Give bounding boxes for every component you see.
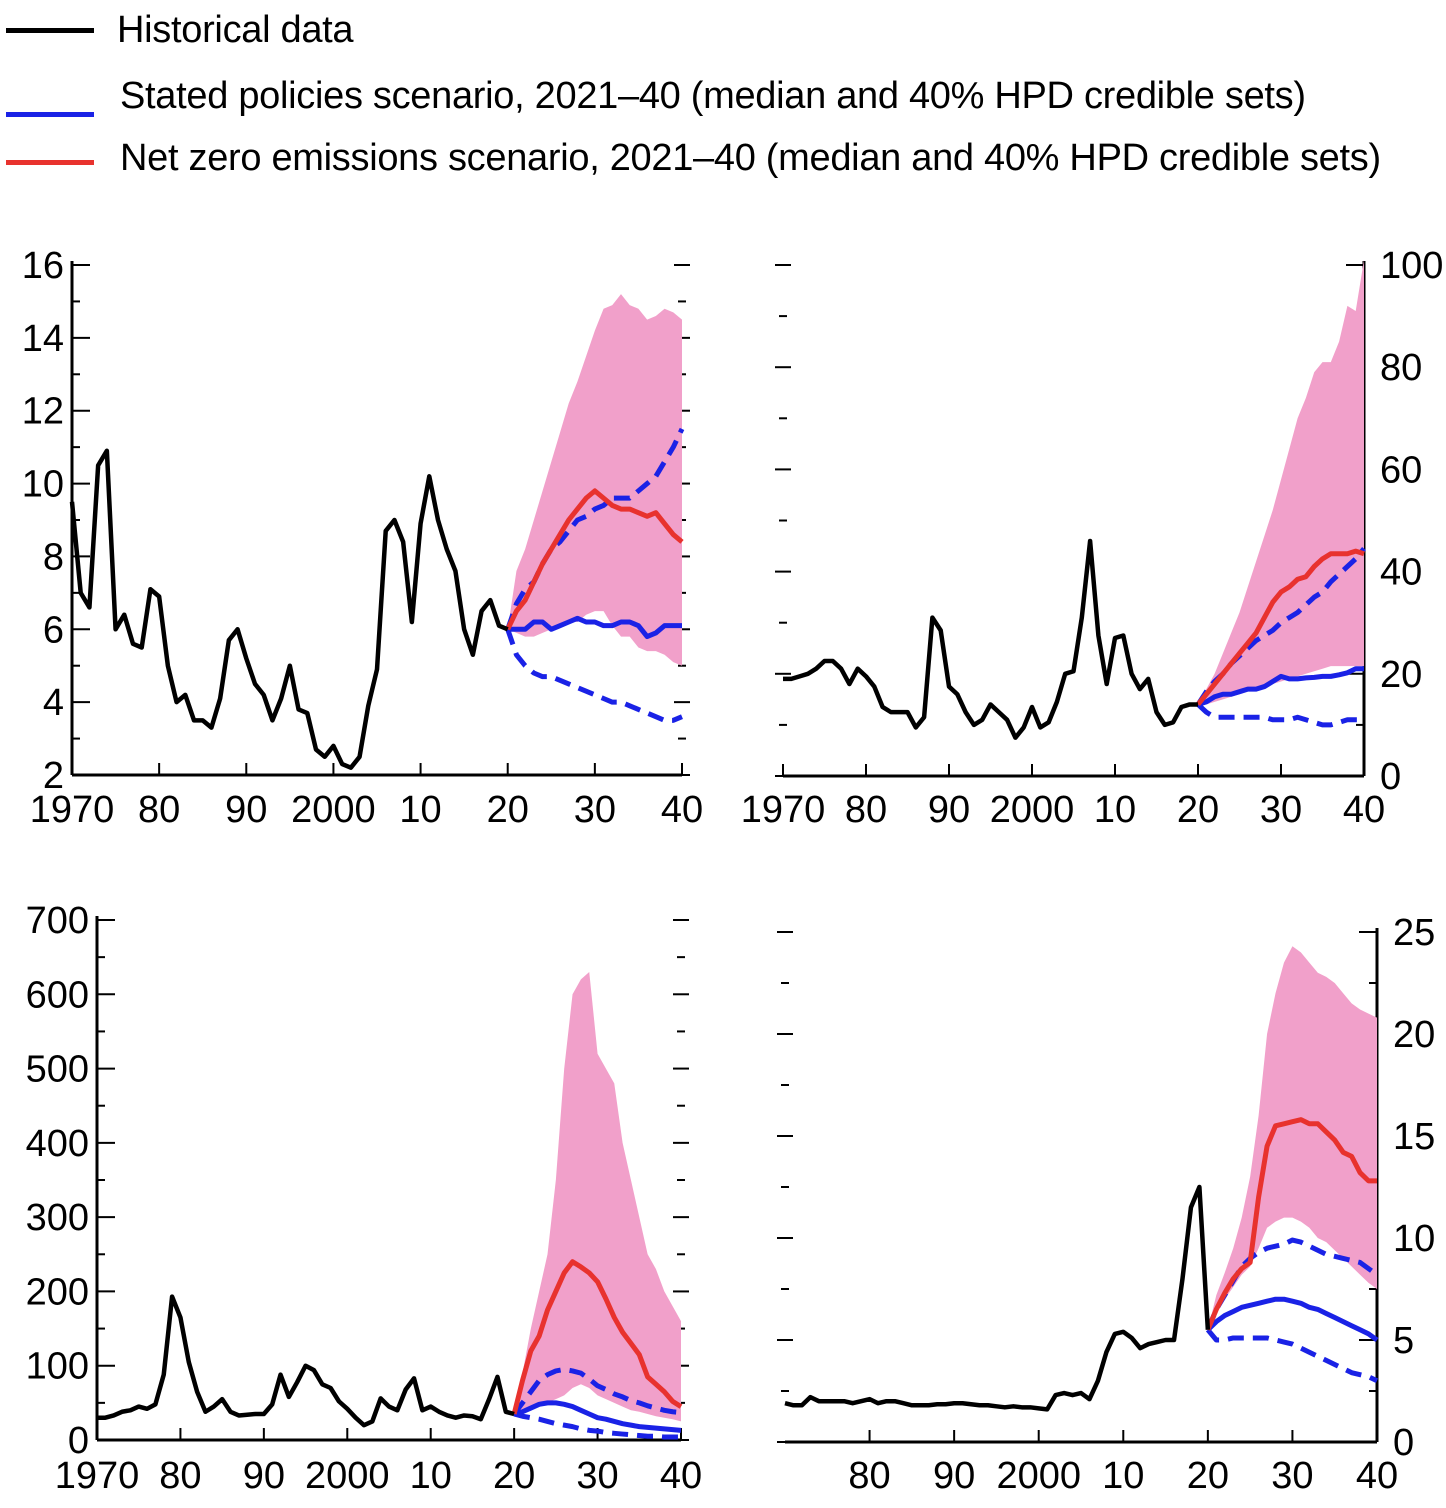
historical-line bbox=[97, 1294, 515, 1428]
stated-median-line bbox=[507, 615, 682, 640]
legend-swatch-historical bbox=[6, 28, 94, 33]
y-tick-label: 10 bbox=[22, 464, 64, 506]
y-tick-label: 6 bbox=[43, 609, 64, 651]
stated-lower-line bbox=[513, 1411, 681, 1440]
y-tick-label: 600 bbox=[26, 974, 89, 1016]
x-tick-label: 10 bbox=[1102, 1455, 1144, 1497]
x-tick-label: 20 bbox=[1177, 789, 1219, 831]
y-tick-label: 12 bbox=[22, 391, 64, 433]
x-tick-label: 20 bbox=[493, 1455, 535, 1497]
y-tick-label: 100 bbox=[26, 1346, 89, 1388]
legend-label-stated: Stated policies scenario, 2021–40 (media… bbox=[120, 75, 1306, 117]
stated-median-line bbox=[1197, 666, 1364, 707]
netzero-band bbox=[1207, 946, 1377, 1330]
x-tick-label: 90 bbox=[243, 1455, 285, 1497]
y-tick-label: 400 bbox=[26, 1123, 89, 1165]
panel-bottom-left: 0 100 200 300 400 500 600 700 1970 80 90 2000 10 20 30… bbox=[26, 900, 703, 1497]
legend-label-historical: Historical data bbox=[117, 9, 354, 51]
y-tick-label: 60 bbox=[1380, 449, 1422, 491]
stated-lower-line bbox=[1205, 1328, 1379, 1384]
y-tick-label: 14 bbox=[22, 318, 64, 360]
x-tick-label: 40 bbox=[660, 1455, 702, 1497]
y-tick-label: 100 bbox=[1380, 245, 1443, 287]
x-tick-label: 80 bbox=[845, 789, 887, 831]
y-tick-label: 4 bbox=[43, 682, 64, 724]
y-tick-label: 16 bbox=[22, 245, 64, 287]
x-tick-label: 80 bbox=[138, 789, 180, 831]
x-tick-label: 30 bbox=[1260, 789, 1302, 831]
x-tick-label: 30 bbox=[1271, 1455, 1313, 1497]
x-tick-label: 10 bbox=[1094, 789, 1136, 831]
x-tick-label: 1970 bbox=[30, 789, 115, 831]
stated-lower-line bbox=[1196, 702, 1364, 728]
y-tick-label: 10 bbox=[1393, 1218, 1435, 1260]
y-tick-label: 20 bbox=[1380, 654, 1422, 696]
y-tick-label: 20 bbox=[1393, 1014, 1435, 1056]
x-tick-label: 20 bbox=[487, 789, 529, 831]
y-tick-label: 25 bbox=[1393, 912, 1435, 954]
y-tick-label: 200 bbox=[26, 1271, 89, 1313]
panel-bottom-right: 0 5 10 15 20 25 80 90 2000 10 20 30 40 bbox=[777, 912, 1435, 1497]
x-tick-label: 2000 bbox=[305, 1455, 390, 1497]
stated-upper-line bbox=[1195, 547, 1366, 706]
x-tick-label: 40 bbox=[1343, 789, 1385, 831]
historical-line bbox=[783, 538, 1198, 740]
y-tick-label: 2 bbox=[43, 755, 64, 797]
y-tick-label: 80 bbox=[1380, 347, 1422, 389]
legend-swatch-netzero bbox=[6, 160, 94, 165]
y-tick-label: 500 bbox=[26, 1049, 89, 1091]
stated-upper-line bbox=[512, 1366, 682, 1416]
panel-top-left: 2 4 6 8 10 12 14 16 1970 80 90 2000 10 20 30 40 bbox=[22, 245, 703, 831]
y-tick-label: 300 bbox=[26, 1197, 89, 1239]
y-tick-label: 0 bbox=[1393, 1422, 1414, 1464]
x-tick-label: 2000 bbox=[990, 789, 1075, 831]
legend-swatch-stated bbox=[6, 112, 94, 117]
y-tick-label: 5 bbox=[1393, 1320, 1414, 1362]
netzero-band bbox=[514, 972, 681, 1422]
netzero-median-line bbox=[505, 488, 684, 631]
legend-label-netzero: Net zero emissions scenario, 2021–40 (me… bbox=[120, 137, 1381, 179]
x-tick-label: 10 bbox=[410, 1455, 452, 1497]
legend: Historical data Stated policies scenario… bbox=[0, 0, 1446, 190]
historical-line bbox=[69, 448, 509, 770]
y-tick-label: 700 bbox=[26, 900, 89, 942]
netzero-median-line bbox=[1196, 548, 1365, 707]
x-tick-label: 1970 bbox=[55, 1455, 140, 1497]
y-tick-label: 15 bbox=[1393, 1116, 1435, 1158]
legend-item-netzero: Net zero emissions scenario, 2021–40 (me… bbox=[0, 138, 1446, 178]
stated-median-line bbox=[513, 1400, 682, 1433]
x-tick-label: 20 bbox=[1187, 1455, 1229, 1497]
netzero-median-line bbox=[1205, 1117, 1377, 1331]
x-tick-label: 2000 bbox=[996, 1455, 1081, 1497]
stated-lower-line bbox=[505, 628, 683, 723]
x-tick-label: 80 bbox=[159, 1455, 201, 1497]
x-tick-label: 90 bbox=[933, 1455, 975, 1497]
y-tick-label: 40 bbox=[1380, 552, 1422, 594]
x-tick-label: 2000 bbox=[291, 789, 376, 831]
x-tick-label: 40 bbox=[1356, 1455, 1398, 1497]
x-tick-label: 1970 bbox=[741, 789, 826, 831]
panel-top-right: 0 20 40 60 80 100 1970 80 90 2000 10 20 30 40 bbox=[741, 245, 1444, 831]
y-tick-label: 0 bbox=[68, 1420, 89, 1462]
x-tick-label: 30 bbox=[576, 1455, 618, 1497]
stated-median-line bbox=[1206, 1296, 1379, 1343]
x-tick-label: 40 bbox=[661, 789, 703, 831]
x-tick-label: 80 bbox=[848, 1455, 890, 1497]
y-tick-label: 0 bbox=[1380, 756, 1401, 798]
y-tick-label: 8 bbox=[43, 536, 64, 578]
legend-item-historical: Historical data bbox=[0, 10, 1446, 50]
netzero-median-line bbox=[511, 1259, 683, 1415]
x-tick-label: 10 bbox=[399, 789, 441, 831]
netzero-band bbox=[1198, 259, 1364, 705]
x-tick-label: 90 bbox=[225, 789, 267, 831]
x-tick-label: 30 bbox=[574, 789, 616, 831]
x-tick-label: 90 bbox=[928, 789, 970, 831]
historical-line bbox=[784, 1184, 1211, 1412]
netzero-band bbox=[507, 294, 682, 666]
legend-item-stated: Stated policies scenario, 2021–40 (media… bbox=[0, 75, 1446, 117]
